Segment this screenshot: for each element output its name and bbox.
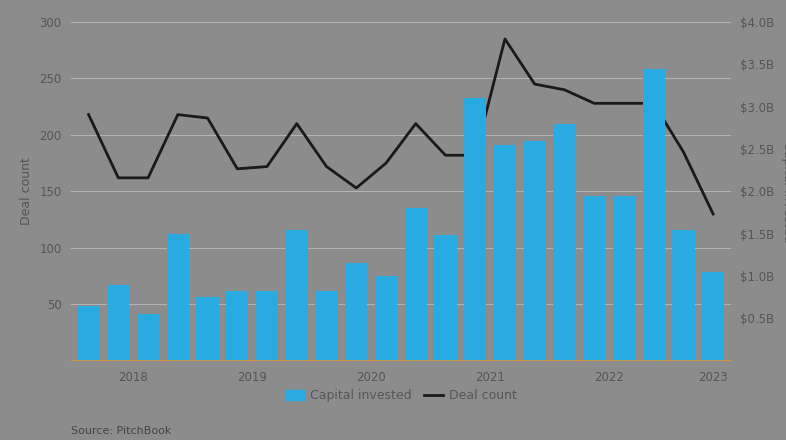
Legend: Capital invested, Deal count: Capital invested, Deal count [280, 385, 522, 407]
Bar [345, 264, 367, 361]
Y-axis label: Capital invested: Capital invested [780, 141, 786, 242]
Bar [405, 208, 427, 361]
Bar [464, 98, 487, 361]
Bar [196, 297, 219, 361]
Bar [226, 291, 248, 361]
Bar [672, 230, 695, 361]
Bar [256, 291, 278, 361]
Bar [494, 145, 516, 361]
Bar [285, 230, 308, 361]
Bar [107, 285, 130, 361]
Bar [642, 69, 665, 361]
Bar [375, 276, 397, 361]
Bar [613, 196, 635, 361]
Bar [702, 272, 724, 361]
Bar [315, 291, 338, 361]
Bar [167, 234, 189, 361]
Bar [137, 314, 160, 361]
Bar [583, 196, 605, 361]
Bar [553, 124, 575, 361]
Bar [523, 140, 545, 361]
Bar [78, 306, 100, 361]
Bar [435, 235, 457, 361]
Y-axis label: Deal count: Deal count [20, 158, 32, 225]
Text: Source: PitchBook: Source: PitchBook [71, 425, 171, 436]
